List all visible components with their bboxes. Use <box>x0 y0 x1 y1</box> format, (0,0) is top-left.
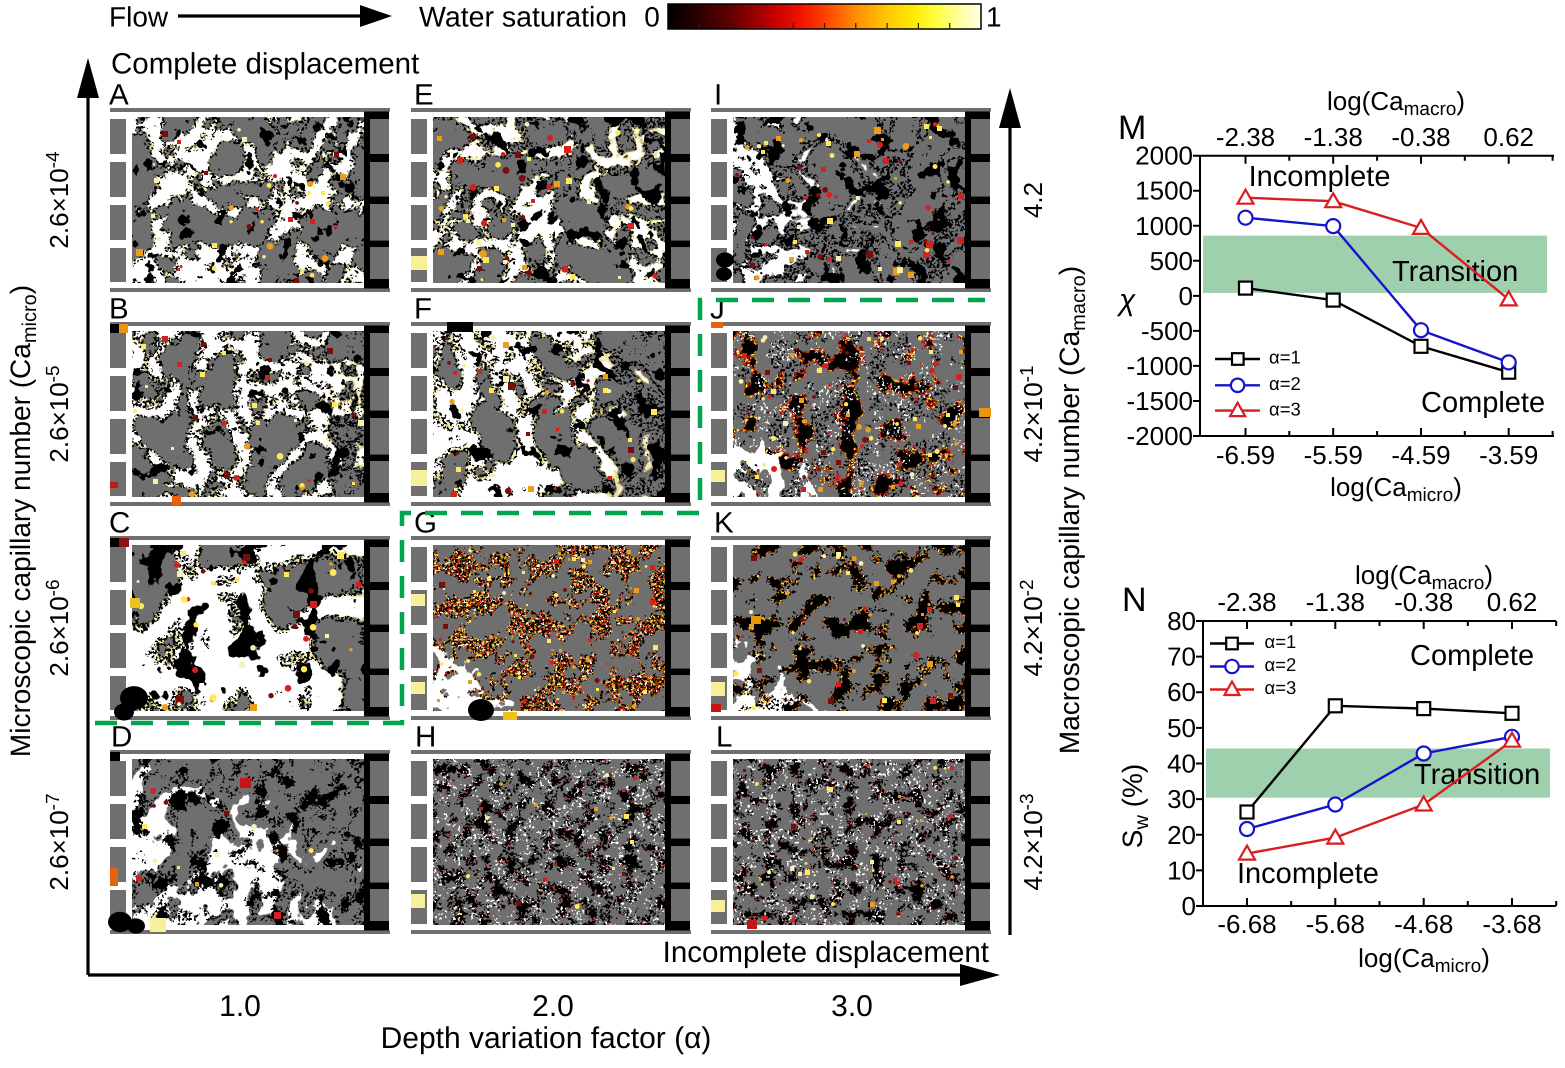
svg-text:-2.38: -2.38 <box>1217 587 1276 617</box>
svg-text:Incomplete: Incomplete <box>1237 858 1379 890</box>
svg-text:log(Camicro): log(Camicro) <box>1358 943 1490 977</box>
svg-text:10: 10 <box>1167 855 1196 885</box>
svg-text:0.62: 0.62 <box>1487 587 1538 617</box>
svg-text:-4.59: -4.59 <box>1391 440 1450 470</box>
svg-text:Sw (%): Sw (%) <box>1117 764 1153 848</box>
svg-text:80: 80 <box>1167 606 1196 636</box>
svg-text:-3.59: -3.59 <box>1479 440 1538 470</box>
svg-text:50: 50 <box>1167 713 1196 743</box>
svg-text:L: L <box>716 721 732 754</box>
svg-text:1: 1 <box>986 2 1002 33</box>
svg-text:0: 0 <box>644 2 660 33</box>
svg-text:K: K <box>714 507 734 540</box>
svg-text:60: 60 <box>1167 677 1196 707</box>
svg-text:1.0: 1.0 <box>219 990 261 1023</box>
svg-text:α=2: α=2 <box>1265 654 1297 675</box>
svg-text:Complete: Complete <box>1410 640 1534 672</box>
svg-text:χ: χ <box>1116 284 1136 317</box>
svg-text:-500: -500 <box>1141 316 1193 346</box>
svg-text:-0.38: -0.38 <box>1391 122 1450 152</box>
svg-text:H: H <box>415 721 436 754</box>
svg-text:-6.68: -6.68 <box>1217 909 1276 939</box>
svg-text:Complete displacement: Complete displacement <box>111 48 419 81</box>
svg-text:Microscopic capillary number (: Microscopic capillary number (Camicro) <box>5 285 41 757</box>
svg-text:Incomplete: Incomplete <box>1249 161 1391 193</box>
svg-text:-4.68: -4.68 <box>1394 909 1453 939</box>
svg-text:Water saturation: Water saturation <box>419 2 627 34</box>
svg-text:-6.59: -6.59 <box>1216 440 1275 470</box>
svg-text:0.62: 0.62 <box>1483 122 1534 152</box>
svg-text:20: 20 <box>1167 820 1196 850</box>
svg-text:4.2: 4.2 <box>1018 182 1048 218</box>
svg-text:0: 0 <box>1179 281 1193 311</box>
svg-text:40: 40 <box>1167 749 1196 779</box>
svg-text:Flow: Flow <box>109 2 169 33</box>
svg-text:Depth variation factor (α): Depth variation factor (α) <box>381 1022 712 1055</box>
svg-text:-5.59: -5.59 <box>1304 440 1363 470</box>
svg-text:J: J <box>710 293 725 326</box>
svg-text:α=3: α=3 <box>1269 398 1301 419</box>
svg-text:1000: 1000 <box>1135 211 1193 241</box>
svg-text:-3.68: -3.68 <box>1482 909 1541 939</box>
svg-text:A: A <box>109 79 129 112</box>
svg-text:C: C <box>109 507 130 540</box>
svg-text:α=2: α=2 <box>1269 373 1301 394</box>
svg-text:70: 70 <box>1167 642 1196 672</box>
svg-text:2.0: 2.0 <box>532 990 574 1023</box>
svg-text:-2.38: -2.38 <box>1216 122 1275 152</box>
svg-text:Macroscopic capillary number (: Macroscopic capillary number (Camacro) <box>1054 266 1090 754</box>
svg-text:Complete: Complete <box>1421 387 1545 419</box>
svg-text:α=1: α=1 <box>1265 631 1297 652</box>
svg-text:Transition: Transition <box>1414 759 1540 791</box>
svg-text:log(Camicro): log(Camicro) <box>1330 472 1462 506</box>
svg-text:B: B <box>109 293 129 326</box>
svg-text:E: E <box>414 79 434 112</box>
svg-text:-5.68: -5.68 <box>1306 909 1365 939</box>
svg-text:Incomplete displacement: Incomplete displacement <box>663 936 989 969</box>
svg-text:500: 500 <box>1150 246 1193 276</box>
svg-text:M: M <box>1118 109 1146 147</box>
svg-text:α=1: α=1 <box>1269 347 1301 368</box>
svg-text:F: F <box>414 293 432 326</box>
svg-text:-2000: -2000 <box>1127 421 1194 451</box>
svg-text:1500: 1500 <box>1135 176 1193 206</box>
svg-text:-1.38: -1.38 <box>1304 122 1363 152</box>
svg-text:-0.38: -0.38 <box>1394 587 1453 617</box>
svg-text:α=3: α=3 <box>1265 677 1297 698</box>
svg-text:3.0: 3.0 <box>831 990 873 1023</box>
svg-text:D: D <box>111 721 132 754</box>
svg-text:-1.38: -1.38 <box>1306 587 1365 617</box>
svg-text:-1000: -1000 <box>1127 351 1194 381</box>
svg-text:0: 0 <box>1182 891 1196 921</box>
svg-text:Transition: Transition <box>1392 256 1518 288</box>
svg-text:2000: 2000 <box>1135 141 1193 171</box>
svg-text:N: N <box>1122 581 1147 619</box>
svg-text:30: 30 <box>1167 784 1196 814</box>
svg-text:-1500: -1500 <box>1127 386 1194 416</box>
svg-text:I: I <box>714 79 722 112</box>
